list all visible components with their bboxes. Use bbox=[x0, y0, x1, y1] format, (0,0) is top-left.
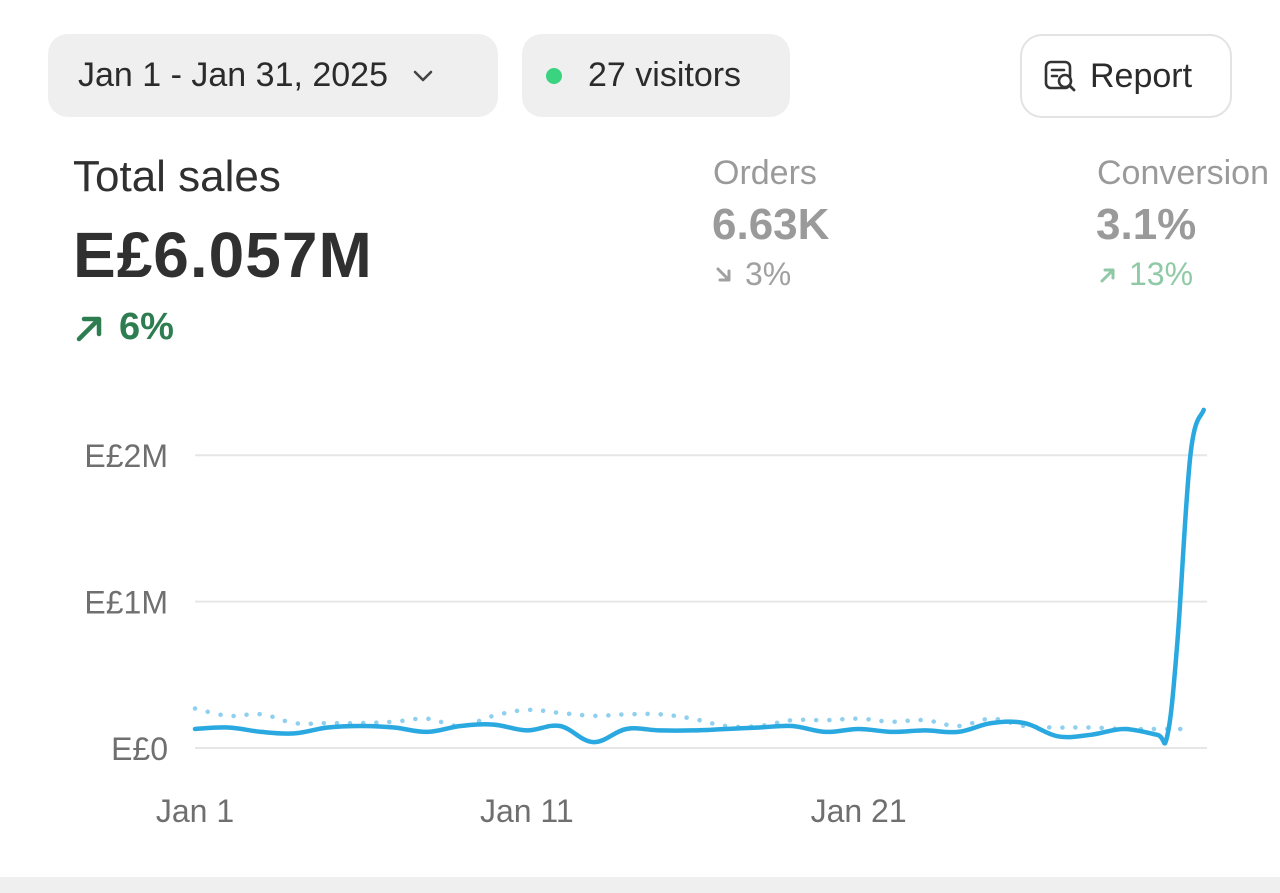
total-sales-value: E£6.057M bbox=[73, 219, 373, 291]
orders-label: Orders bbox=[713, 154, 817, 192]
comparison-series-line bbox=[192, 706, 1193, 732]
y-tick-label: E£2M bbox=[84, 438, 168, 474]
total-sales-label: Total sales bbox=[73, 152, 281, 201]
arrow-up-right-icon bbox=[76, 316, 102, 341]
total-sales-change: 6% bbox=[73, 306, 174, 349]
arrow-up-right-icon bbox=[1100, 268, 1115, 282]
x-tick-label: Jan 1 bbox=[156, 793, 234, 829]
y-tick-label: E£1M bbox=[84, 585, 168, 621]
report-button[interactable]: Report bbox=[1020, 34, 1232, 118]
orders-change: 3% bbox=[713, 256, 791, 293]
visitors-count: 27 visitors bbox=[588, 56, 742, 94]
conversion-label: Conversion bbox=[1097, 154, 1269, 192]
current-series-line bbox=[192, 407, 1206, 746]
report-icon bbox=[1044, 60, 1076, 92]
date-range-label: Jan 1 - Jan 31, 2025 bbox=[78, 56, 389, 94]
live-status-dot bbox=[546, 67, 562, 84]
sales-line-chart[interactable]: E£2M E£1M E£0 Jan 1 Jan 11 Jan 21 bbox=[0, 380, 1280, 850]
bottom-divider bbox=[0, 877, 1280, 893]
conversion-change: 13% bbox=[1097, 256, 1193, 293]
orders-change-value: 3% bbox=[745, 256, 792, 292]
arrow-down-right-icon bbox=[716, 267, 731, 281]
report-label: Report bbox=[1090, 56, 1193, 95]
live-visitors-button[interactable]: 27 visitors bbox=[522, 34, 790, 117]
x-tick-label: Jan 11 bbox=[480, 793, 574, 829]
x-tick-label: Jan 21 bbox=[811, 793, 907, 829]
orders-value: 6.63K bbox=[712, 200, 830, 249]
date-range-picker[interactable]: Jan 1 - Jan 31, 2025 bbox=[48, 34, 498, 117]
conversion-value: 3.1% bbox=[1096, 200, 1197, 249]
conversion-change-value: 13% bbox=[1129, 256, 1194, 292]
total-sales-change-value: 6% bbox=[119, 306, 174, 348]
y-tick-label: E£0 bbox=[111, 731, 168, 767]
chevron-down-icon bbox=[413, 70, 433, 81]
